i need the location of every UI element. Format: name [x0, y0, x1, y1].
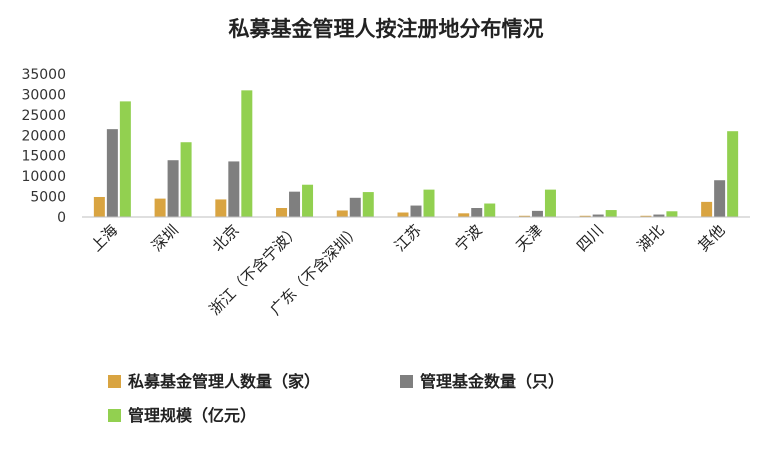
bar-3-11	[727, 131, 739, 217]
x-tick-label: 湖北	[634, 221, 668, 255]
bar-3-9	[605, 210, 617, 217]
x-tick-label: 北京	[209, 221, 243, 255]
bar-2-8	[531, 210, 543, 217]
legend-swatch	[108, 409, 121, 422]
bars-group	[93, 90, 739, 217]
x-tick-label: 天津	[512, 221, 546, 255]
bar-2-1	[106, 129, 118, 217]
bar-1-1	[93, 196, 105, 217]
x-tick-label: 其他	[695, 221, 729, 255]
y-tick-label: 20000	[21, 128, 66, 144]
chart-title: 私募基金管理人按注册地分布情况	[229, 17, 544, 41]
legend-label: 私募基金管理人数量（家）	[128, 372, 320, 391]
bar-2-5	[349, 197, 361, 217]
y-tick-label: 30000	[21, 87, 66, 103]
y-tick-label: 5000	[30, 190, 66, 206]
bar-3-7	[484, 203, 496, 217]
bar-3-8	[544, 189, 556, 217]
bar-2-2	[167, 160, 179, 217]
bar-3-3	[241, 90, 253, 217]
y-tick-label: 25000	[21, 108, 66, 124]
y-tick-label: 0	[57, 210, 66, 226]
bar-1-9	[579, 215, 591, 217]
bar-2-9	[592, 214, 604, 217]
bar-3-6	[423, 189, 435, 217]
x-tick-label: 宁波	[452, 221, 486, 255]
bar-1-8	[518, 215, 530, 217]
bar-2-3	[228, 161, 240, 217]
legend-swatch	[108, 375, 121, 388]
legend-swatch	[400, 375, 413, 388]
bar-2-4	[289, 191, 301, 217]
bar-3-2	[180, 142, 192, 217]
legend-label: 管理基金数量（只）	[420, 372, 564, 391]
y-tick-label: 10000	[21, 169, 66, 185]
bar-1-5	[336, 210, 348, 217]
y-tick-label: 15000	[21, 149, 66, 165]
bar-2-10	[653, 214, 665, 217]
bar-1-7	[458, 213, 470, 217]
bar-1-2	[154, 198, 166, 217]
bar-2-7	[471, 208, 483, 217]
x-tick-label: 深圳	[148, 221, 182, 255]
x-tick-label: 上海	[87, 221, 121, 255]
bar-3-1	[119, 101, 131, 217]
legend-label: 管理规模（亿元）	[128, 406, 256, 425]
legend: 私募基金管理人数量（家） 管理基金数量（只） 管理规模（亿元）	[108, 372, 564, 425]
x-tick-label: 四川	[573, 221, 607, 255]
y-axis: 35000 30000 25000 20000 15000 10000 5000 0	[21, 67, 66, 226]
bar-1-3	[215, 199, 227, 217]
bar-3-10	[666, 211, 678, 217]
bar-3-5	[362, 192, 374, 217]
x-tick-label: 江苏	[391, 221, 425, 255]
bar-1-6	[397, 212, 409, 217]
bar-1-10	[640, 215, 652, 217]
y-tick-label: 35000	[21, 67, 66, 83]
bar-2-6	[410, 205, 422, 217]
bar-3-4	[302, 184, 314, 217]
bar-1-11	[701, 201, 713, 217]
bar-1-4	[276, 208, 288, 217]
bar-2-11	[714, 180, 726, 217]
